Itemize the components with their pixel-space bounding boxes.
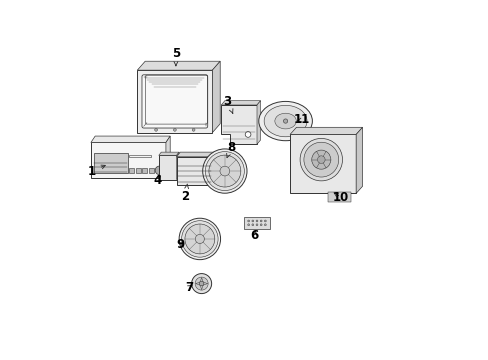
Bar bbox=[289, 134, 355, 193]
Polygon shape bbox=[176, 152, 216, 157]
Text: 6: 6 bbox=[250, 229, 258, 242]
Polygon shape bbox=[200, 278, 203, 282]
Bar bbox=[159, 156, 176, 180]
Circle shape bbox=[303, 142, 338, 177]
Polygon shape bbox=[165, 136, 170, 178]
Circle shape bbox=[203, 149, 246, 193]
Polygon shape bbox=[137, 61, 220, 70]
Bar bbox=[244, 217, 269, 229]
Bar bbox=[129, 155, 151, 157]
Bar bbox=[137, 70, 212, 133]
Ellipse shape bbox=[274, 113, 296, 129]
Circle shape bbox=[247, 220, 249, 222]
Polygon shape bbox=[289, 127, 362, 134]
Circle shape bbox=[173, 129, 176, 131]
Text: 10: 10 bbox=[332, 191, 348, 204]
Circle shape bbox=[260, 220, 262, 222]
Circle shape bbox=[251, 224, 253, 226]
Circle shape bbox=[205, 152, 244, 190]
Ellipse shape bbox=[264, 105, 306, 137]
Bar bbox=[142, 168, 147, 173]
Circle shape bbox=[256, 224, 258, 226]
Circle shape bbox=[179, 218, 220, 260]
Polygon shape bbox=[203, 282, 207, 285]
Circle shape bbox=[264, 220, 266, 222]
Polygon shape bbox=[159, 152, 179, 156]
Circle shape bbox=[192, 129, 195, 131]
Circle shape bbox=[208, 155, 240, 187]
Polygon shape bbox=[221, 101, 260, 105]
Polygon shape bbox=[355, 127, 362, 193]
Circle shape bbox=[256, 220, 258, 222]
Circle shape bbox=[181, 221, 218, 257]
Polygon shape bbox=[212, 61, 220, 133]
Text: 7: 7 bbox=[184, 281, 193, 294]
Circle shape bbox=[184, 224, 214, 254]
Circle shape bbox=[195, 277, 208, 290]
Bar bbox=[91, 143, 165, 178]
Bar bbox=[327, 192, 350, 202]
Circle shape bbox=[311, 150, 330, 169]
Bar bbox=[94, 153, 127, 173]
Polygon shape bbox=[212, 152, 216, 185]
Text: 5: 5 bbox=[171, 47, 180, 66]
Circle shape bbox=[191, 274, 211, 294]
Circle shape bbox=[220, 166, 229, 176]
FancyBboxPatch shape bbox=[142, 75, 207, 128]
Bar bbox=[129, 168, 134, 173]
Polygon shape bbox=[257, 101, 260, 144]
Polygon shape bbox=[176, 152, 179, 180]
Circle shape bbox=[247, 224, 249, 226]
Polygon shape bbox=[221, 105, 257, 144]
Bar bbox=[136, 168, 141, 173]
Circle shape bbox=[283, 119, 287, 123]
Circle shape bbox=[260, 224, 262, 226]
Polygon shape bbox=[91, 136, 170, 143]
Text: 8: 8 bbox=[226, 141, 235, 158]
Circle shape bbox=[154, 129, 157, 131]
Circle shape bbox=[199, 281, 203, 286]
Polygon shape bbox=[200, 286, 203, 290]
Text: 3: 3 bbox=[223, 95, 232, 113]
Circle shape bbox=[300, 138, 342, 181]
Circle shape bbox=[155, 166, 163, 175]
Ellipse shape bbox=[258, 102, 312, 141]
Text: 11: 11 bbox=[293, 113, 309, 126]
Text: 4: 4 bbox=[154, 174, 162, 186]
Text: 2: 2 bbox=[181, 184, 189, 203]
Polygon shape bbox=[195, 282, 199, 285]
Circle shape bbox=[244, 132, 250, 137]
Text: 9: 9 bbox=[176, 238, 184, 251]
Circle shape bbox=[264, 224, 266, 226]
Circle shape bbox=[195, 234, 204, 243]
Bar bbox=[148, 168, 153, 173]
Circle shape bbox=[251, 220, 253, 222]
Circle shape bbox=[317, 156, 325, 163]
Bar bbox=[176, 157, 212, 185]
Text: 1: 1 bbox=[88, 165, 105, 177]
